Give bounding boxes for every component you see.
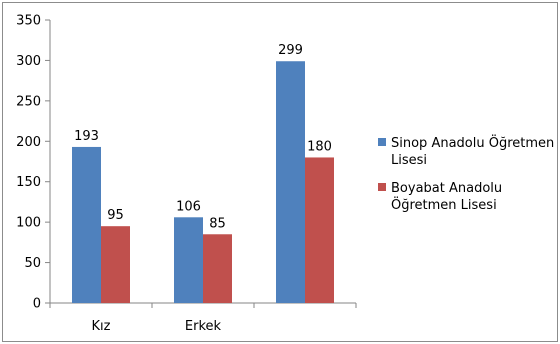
bar: [174, 217, 203, 303]
x-tick-label: Erkek: [185, 319, 222, 334]
legend-label: Lisesi: [391, 153, 427, 168]
legend-label: Boyabat Anadolu: [391, 181, 502, 196]
y-tick-label: 200: [16, 135, 41, 150]
y-tick-label: 350: [16, 14, 41, 29]
data-label: 95: [107, 208, 124, 223]
bar: [305, 157, 334, 303]
bar: [72, 146, 101, 303]
data-label: 85: [209, 216, 226, 231]
data-label: 106: [176, 199, 201, 214]
legend-swatch: [378, 138, 386, 146]
y-tick-label: 150: [16, 175, 41, 190]
data-label: 193: [74, 129, 99, 144]
legend-label: Sinop Anadolu Öğretmen: [391, 134, 554, 151]
x-axis: Kız Erkek: [49, 302, 357, 334]
bars: [72, 61, 334, 303]
bar: [101, 226, 130, 303]
x-tick-label: Kız: [92, 319, 111, 334]
data-labels: 193 106 299 95 85 180: [74, 43, 332, 231]
legend-label: Öğretmen Lisesi: [391, 196, 497, 213]
y-tick-label: 0: [33, 297, 41, 312]
bar: [203, 234, 232, 303]
data-label: 180: [307, 139, 332, 154]
legend-swatch: [378, 183, 386, 191]
data-label: 299: [278, 43, 303, 58]
y-tick-label: 250: [16, 94, 41, 109]
y-tick-label: 300: [16, 54, 41, 69]
y-tick-label: 100: [16, 216, 41, 231]
y-axis: 0 50 100 150 200 250 300 350: [16, 14, 51, 312]
legend: Sinop Anadolu Öğretmen Lisesi Boyabat Anad…: [378, 134, 554, 213]
bar: [276, 61, 305, 303]
y-tick-label: 50: [24, 256, 41, 271]
